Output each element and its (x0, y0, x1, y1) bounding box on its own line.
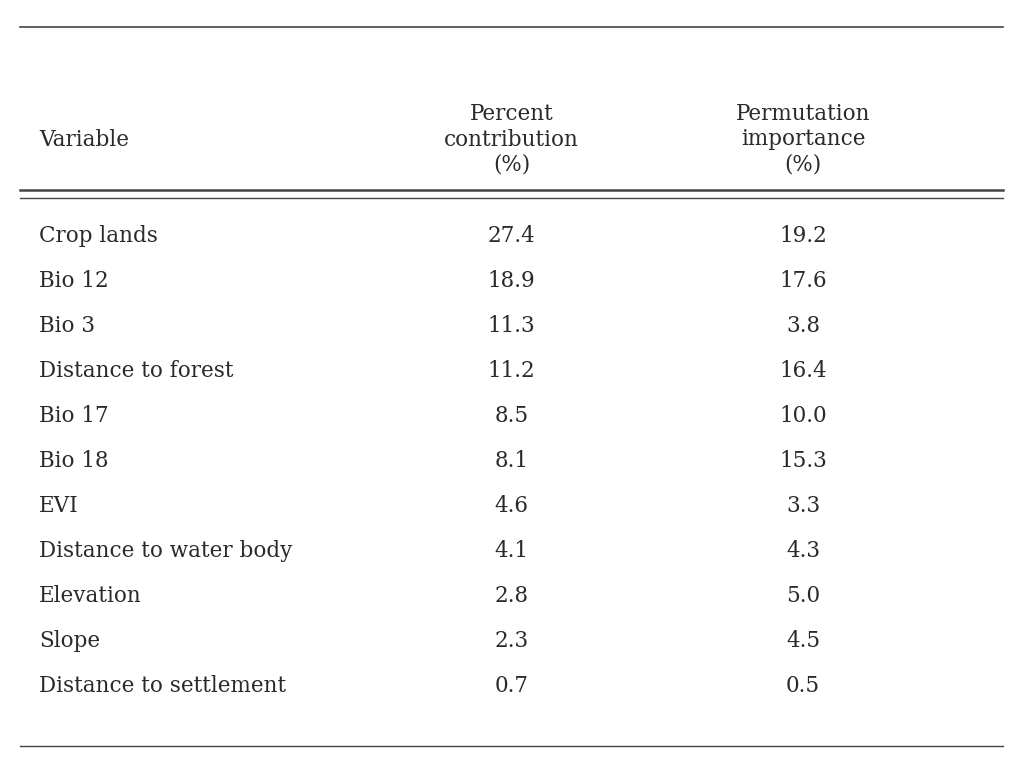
Text: EVI: EVI (39, 495, 79, 517)
Text: Bio 18: Bio 18 (39, 450, 108, 472)
Text: 19.2: 19.2 (780, 226, 827, 247)
Text: 3.3: 3.3 (786, 495, 820, 517)
Text: 4.3: 4.3 (786, 540, 820, 562)
Text: Slope: Slope (39, 630, 100, 652)
Text: Bio 12: Bio 12 (39, 270, 108, 292)
Text: Elevation: Elevation (39, 585, 141, 607)
Text: Percent
contribution
(%): Percent contribution (%) (444, 103, 579, 176)
Text: 0.5: 0.5 (786, 675, 820, 697)
Text: Distance to forest: Distance to forest (39, 360, 233, 382)
Text: Distance to settlement: Distance to settlement (39, 675, 286, 697)
Text: 17.6: 17.6 (780, 270, 827, 292)
Text: 15.3: 15.3 (780, 450, 827, 472)
Text: 4.1: 4.1 (494, 540, 529, 562)
Text: 2.3: 2.3 (494, 630, 529, 652)
Text: 18.9: 18.9 (488, 270, 535, 292)
Text: 8.5: 8.5 (494, 405, 529, 427)
Text: 11.3: 11.3 (488, 315, 535, 337)
Text: 5.0: 5.0 (786, 585, 820, 607)
Text: 4.6: 4.6 (494, 495, 529, 517)
Text: Variable: Variable (39, 129, 129, 150)
Text: 2.8: 2.8 (494, 585, 529, 607)
Text: 3.8: 3.8 (786, 315, 820, 337)
Text: Crop lands: Crop lands (39, 226, 158, 247)
Text: Bio 17: Bio 17 (39, 405, 108, 427)
Text: Permutation
importance
(%): Permutation importance (%) (736, 103, 871, 176)
Text: 27.4: 27.4 (488, 226, 535, 247)
Text: 10.0: 10.0 (780, 405, 827, 427)
Text: 4.5: 4.5 (786, 630, 820, 652)
Text: Distance to water body: Distance to water body (39, 540, 293, 562)
Text: 8.1: 8.1 (494, 450, 529, 472)
Text: 11.2: 11.2 (488, 360, 535, 382)
Text: Bio 3: Bio 3 (39, 315, 95, 337)
Text: 0.7: 0.7 (494, 675, 529, 697)
Text: 16.4: 16.4 (780, 360, 827, 382)
